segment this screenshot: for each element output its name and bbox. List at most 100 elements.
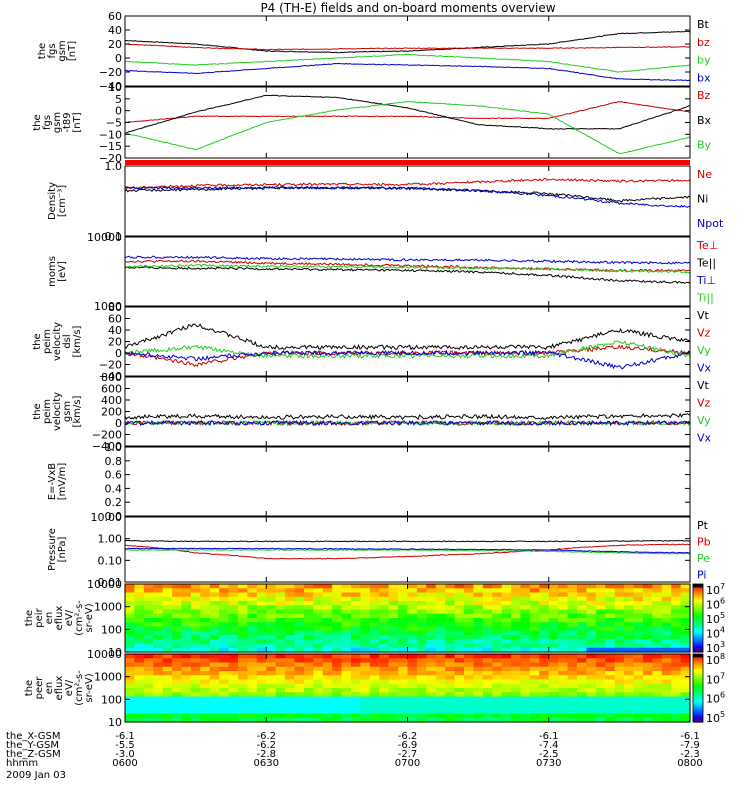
heatmap-cell: [586, 654, 597, 659]
heatmap-cell: [473, 654, 484, 659]
y-tick-label: 0: [115, 105, 122, 118]
y-tick-label: 10: [108, 646, 122, 659]
heatmap-cell: [360, 596, 371, 602]
heatmap-cell: [614, 643, 625, 649]
heatmap-cell: [586, 635, 597, 640]
heatmap-cell: [652, 647, 663, 653]
heatmap-cell: [407, 717, 418, 723]
heatmap-cell: [388, 622, 399, 628]
heatmap-cell: [558, 654, 569, 659]
heatmap-cell: [247, 622, 258, 628]
heatmap-cell: [454, 630, 465, 636]
heatmap-cell: [190, 705, 201, 710]
heatmap-cell: [464, 605, 475, 611]
heatmap-cell: [190, 647, 201, 653]
heatmap-cell: [464, 658, 475, 664]
heatmap-cell: [416, 671, 427, 676]
colorbar-tick-label: 108: [706, 652, 725, 667]
heatmap-cell: [341, 609, 352, 615]
heatmap-cell: [256, 700, 267, 706]
heatmap-cell: [172, 605, 183, 611]
heatmap-cell: [482, 618, 493, 623]
heatmap-cell: [369, 662, 380, 668]
heatmap-cell: [464, 588, 475, 594]
heatmap-cell: [426, 588, 437, 594]
heatmap-cell: [577, 700, 588, 706]
heatmap-cell: [303, 709, 314, 715]
colorbar-segment: [693, 589, 703, 592]
heatmap-cell: [605, 675, 616, 681]
heatmap-cell: [539, 592, 550, 598]
heatmap-cell: [209, 639, 220, 645]
heatmap-cell: [162, 613, 173, 619]
heatmap-cell: [238, 705, 249, 710]
heatmap-cell: [492, 666, 503, 672]
heatmap-cell: [605, 635, 616, 640]
heatmap-cell: [332, 666, 343, 672]
heatmap-cell: [238, 592, 249, 598]
heatmap-cell: [558, 588, 569, 594]
heatmap-cell: [520, 630, 531, 636]
heatmap-cell: [473, 618, 484, 623]
heatmap-cell: [360, 683, 371, 689]
heatmap-cell: [548, 683, 559, 689]
heatmap-cell: [313, 605, 324, 611]
heatmap-cell: [153, 675, 164, 681]
heatmap-cell: [181, 713, 192, 719]
footer-value: -6.9: [398, 740, 418, 751]
heatmap-cell: [341, 626, 352, 632]
heatmap-cell: [200, 717, 211, 723]
heatmap-cell: [275, 696, 286, 702]
heatmap-cell: [153, 679, 164, 685]
colorbar-segment: [693, 684, 703, 687]
heatmap-cell: [605, 658, 616, 664]
heatmap-cell: [153, 662, 164, 668]
heatmap-cell: [473, 622, 484, 628]
heatmap-cell: [501, 635, 512, 640]
y-axis-label-line: peir: [34, 607, 45, 627]
colorbar-segment: [693, 612, 703, 616]
heatmap-cell: [181, 601, 192, 606]
heatmap-cell: [492, 662, 503, 668]
heatmap-cell: [238, 700, 249, 706]
heatmap-cell: [219, 592, 230, 598]
heatmap-cell: [313, 662, 324, 668]
heatmap-cell: [661, 592, 672, 598]
legend-label: Te||: [696, 257, 716, 270]
heatmap-cell: [426, 692, 437, 698]
heatmap-cell: [614, 639, 625, 645]
heatmap-cell: [671, 618, 682, 623]
heatmap-cell: [313, 609, 324, 615]
heatmap-cell: [492, 643, 503, 649]
heatmap-cell: [577, 675, 588, 681]
colorbar-segment: [693, 602, 703, 605]
heatmap-cell: [256, 605, 267, 611]
heatmap-cell: [473, 596, 484, 602]
heatmap-cell: [605, 643, 616, 649]
heatmap-cell: [238, 630, 249, 636]
heatmap-cell: [661, 609, 672, 615]
heatmap-cell: [567, 688, 578, 693]
heatmap-cell: [247, 709, 258, 715]
heatmap-cell: [181, 654, 192, 659]
footer-value: 0800: [677, 758, 702, 769]
heatmap-cell: [341, 588, 352, 594]
heatmap-cell: [520, 654, 531, 659]
heatmap-cell: [586, 588, 597, 594]
heatmap-cell: [652, 688, 663, 693]
heatmap-cell: [256, 671, 267, 676]
heatmap-cell: [435, 654, 446, 659]
heatmap-cell: [671, 643, 682, 649]
heatmap-cell: [190, 692, 201, 698]
heatmap-cell: [614, 709, 625, 715]
panel-frame: [124, 165, 691, 237]
heatmap-cell: [379, 688, 390, 693]
heatmap-cell: [605, 688, 616, 693]
heatmap-cell: [492, 700, 503, 706]
heatmap-cell: [548, 654, 559, 659]
heatmap-cell: [228, 588, 239, 594]
heatmap-cell: [473, 658, 484, 664]
y-axis-label: the peim velocity dsl [km/s]: [32, 322, 83, 361]
heatmap-cell: [285, 601, 296, 606]
heatmap-cell: [586, 622, 597, 628]
